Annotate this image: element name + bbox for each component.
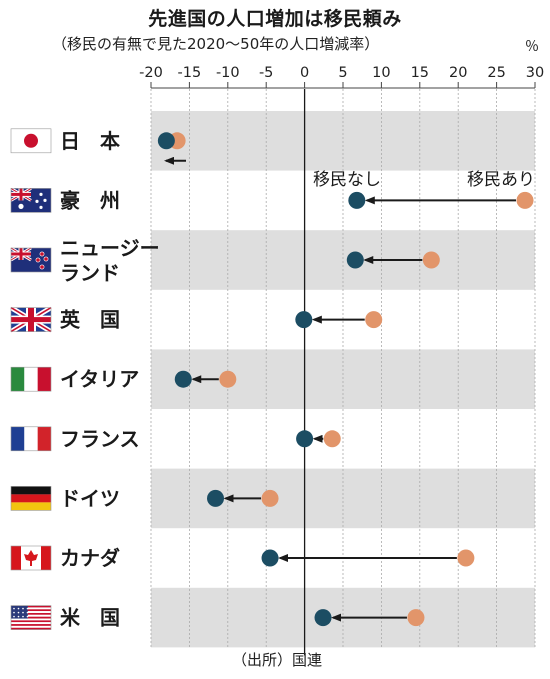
new-zealand-flag bbox=[10, 246, 52, 273]
legend-without-migration: 移民なし bbox=[313, 170, 381, 190]
point-without-migration bbox=[157, 132, 175, 150]
usa-flag bbox=[10, 605, 52, 632]
point-with-migration bbox=[365, 311, 383, 329]
x-tick-label: 15 bbox=[411, 65, 429, 81]
country-label: 英 国 bbox=[60, 308, 120, 332]
point-with-migration bbox=[261, 489, 279, 507]
point-without-migration bbox=[261, 549, 279, 567]
row-band bbox=[151, 111, 535, 171]
country-label: カナダ bbox=[60, 546, 120, 570]
italy-flag bbox=[10, 366, 52, 392]
country-label: ニュージーランド bbox=[60, 236, 160, 285]
x-tick-label: -15 bbox=[178, 65, 202, 81]
legend: 移民なし 移民あり bbox=[313, 170, 535, 190]
france-flag bbox=[10, 426, 52, 452]
x-tick-label: 20 bbox=[449, 65, 467, 81]
country-flags bbox=[9, 128, 53, 632]
point-without-migration bbox=[348, 191, 366, 209]
data-marks bbox=[157, 132, 534, 627]
x-tick-label: 10 bbox=[372, 65, 390, 81]
country-label: 豪 州 bbox=[60, 188, 120, 212]
row-bands bbox=[151, 111, 535, 648]
point-without-migration bbox=[314, 609, 332, 627]
point-without-migration bbox=[296, 430, 314, 448]
point-without-migration bbox=[295, 311, 313, 329]
x-tick-label: 30 bbox=[526, 65, 544, 81]
x-tick-label: -20 bbox=[139, 65, 163, 81]
country-label: 日 本 bbox=[60, 129, 120, 153]
x-tick-label: 25 bbox=[487, 65, 505, 81]
row-band bbox=[151, 230, 535, 290]
grid-lines bbox=[150, 89, 536, 656]
japan-flag bbox=[10, 128, 52, 154]
point-with-migration bbox=[516, 191, 534, 209]
point-with-migration bbox=[323, 430, 341, 448]
source-note: （出所）国連 bbox=[232, 651, 323, 669]
uk-flag bbox=[9, 305, 53, 334]
unit-label: ％ bbox=[525, 39, 539, 55]
chart-title: 先進国の人口増加は移民頼み bbox=[148, 8, 402, 30]
x-axis: -20 -15 -10 -5 0 5 10 15 20 25 30 bbox=[139, 65, 544, 89]
country-label: ドイツ bbox=[60, 486, 120, 510]
country-label: イタリア bbox=[60, 367, 139, 391]
point-without-migration bbox=[207, 489, 225, 507]
point-with-migration bbox=[219, 370, 237, 388]
point-without-migration bbox=[174, 370, 192, 388]
x-tick-label: 0 bbox=[300, 65, 309, 81]
chart-subtitle: （移民の有無で見た2020〜50年の人口増減率） bbox=[52, 35, 380, 53]
germany-flag bbox=[10, 486, 52, 511]
x-tick-label: -5 bbox=[259, 65, 273, 81]
point-without-migration bbox=[346, 251, 364, 269]
country-label: 米 国 bbox=[60, 606, 120, 630]
point-with-migration bbox=[407, 609, 425, 627]
point-with-migration bbox=[457, 549, 475, 567]
x-tick-label: -10 bbox=[216, 65, 240, 81]
canada-flag bbox=[10, 545, 52, 571]
legend-with-migration: 移民あり bbox=[467, 170, 535, 190]
country-label: フランス bbox=[60, 427, 140, 451]
point-with-migration bbox=[422, 251, 440, 269]
australia-flag bbox=[10, 187, 52, 213]
x-tick-label: 5 bbox=[338, 65, 347, 81]
